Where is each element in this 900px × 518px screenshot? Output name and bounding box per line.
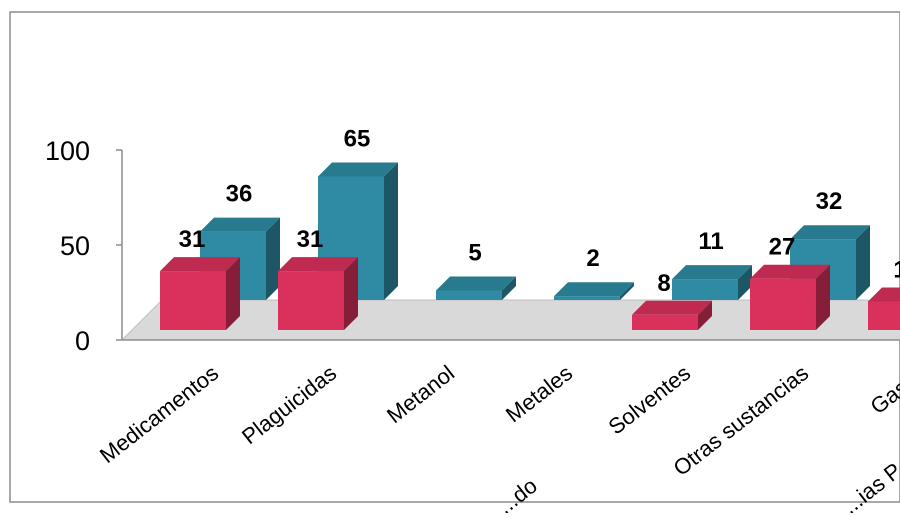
back-bar-value-label: 5 (468, 240, 481, 267)
bar-side-face (816, 264, 830, 330)
back-bar (554, 282, 634, 300)
bar-top-face (672, 265, 752, 280)
bar-front-face (672, 279, 738, 300)
bar-side-face (698, 300, 712, 330)
bar-front-face (868, 301, 900, 330)
bar-side-face (266, 217, 280, 300)
front-bar (160, 257, 240, 330)
bar-side-face (738, 265, 752, 300)
bar-front-face (554, 296, 620, 300)
data-labels: 36 65 5 2 11 32 31 31 8 27 1 (179, 126, 900, 297)
bar-side-face (620, 282, 634, 300)
y-axis-ticks: 0 50 100 (45, 136, 122, 356)
bar-side-face (384, 162, 398, 300)
bar-top-face (436, 276, 516, 291)
bar-top-face (750, 264, 830, 279)
bar-top-face (278, 257, 358, 272)
bar-front-face (278, 271, 344, 330)
front-bar (632, 300, 712, 330)
front-bar (868, 287, 900, 330)
bar-top-face (868, 287, 900, 302)
bar-top-face (632, 300, 712, 315)
back-bar-value-label: 2 (586, 245, 599, 272)
front-bar-value-label: 31 (297, 226, 324, 253)
y-tick-label: 50 (60, 231, 90, 261)
bar-front-face (160, 271, 226, 330)
bar-top-face (318, 162, 398, 177)
bar-side-face (502, 276, 516, 300)
front-series-bars (160, 257, 900, 330)
y-tick-label: 100 (45, 136, 90, 166)
front-bar (750, 264, 830, 330)
bar-front-face (632, 314, 698, 330)
bar-front-face (436, 290, 502, 300)
front-bar-value-label: 27 (769, 234, 796, 261)
bar-side-face (226, 257, 240, 330)
bar-side-face (856, 225, 870, 300)
back-bar-value-label: 65 (344, 126, 371, 153)
back-bar-value-label: 36 (226, 181, 253, 208)
back-bar-value-label: 11 (698, 228, 723, 255)
bar-side-face (344, 257, 358, 330)
front-bar-value-label: 8 (657, 270, 670, 297)
bar-top-face (160, 257, 240, 272)
front-bar-value-label: 1 (893, 257, 900, 284)
chart-frame (9, 11, 900, 503)
bar-top-face (200, 217, 280, 232)
bar-front-face (750, 278, 816, 330)
y-tick-label: 0 (75, 326, 90, 356)
back-bar-value-label: 32 (816, 188, 843, 215)
bar-top-face (554, 282, 634, 297)
front-bar-value-label: 31 (179, 226, 206, 253)
bar-top-face (790, 225, 870, 240)
back-bar (672, 265, 752, 300)
front-bar (278, 257, 358, 330)
back-bar (436, 276, 516, 300)
